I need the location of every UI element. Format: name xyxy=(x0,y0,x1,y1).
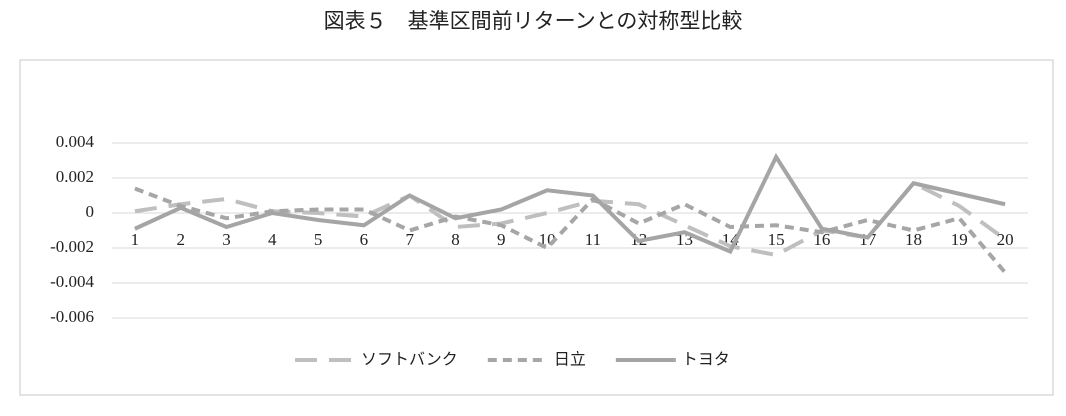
x-tick-label: 20 xyxy=(997,230,1014,249)
x-tick-label: 4 xyxy=(268,230,277,249)
y-tick-label: -0.006 xyxy=(50,307,94,326)
y-tick-label: 0.004 xyxy=(56,132,95,151)
x-tick-label: 11 xyxy=(585,230,601,249)
y-tick-label: 0.002 xyxy=(56,167,94,186)
legend-label: 日立 xyxy=(554,350,586,369)
series-line xyxy=(134,152,1006,255)
legend-label: ソフトバンク xyxy=(361,350,458,369)
y-tick-label: -0.004 xyxy=(50,272,94,291)
chart-title: 図表５ 基準区間前リターンとの対称型比較 xyxy=(324,9,743,33)
x-tick-label: 15 xyxy=(768,230,785,249)
series-line xyxy=(134,186,1007,274)
x-tick-label: 8 xyxy=(451,230,460,249)
x-tick-label: 19 xyxy=(951,230,968,249)
y-tick-label: -0.002 xyxy=(50,237,94,256)
chart-frame xyxy=(19,59,1054,396)
x-tick-label: 1 xyxy=(131,230,140,249)
x-tick-label: 7 xyxy=(405,230,414,249)
y-tick-label: 0 xyxy=(86,202,95,221)
x-tick-label: 9 xyxy=(497,230,506,249)
legend-label: トヨタ xyxy=(682,350,730,369)
x-tick-label: 6 xyxy=(360,230,369,249)
x-tick-label: 18 xyxy=(905,230,922,249)
x-tick-label: 3 xyxy=(222,230,231,249)
x-tick-label: 5 xyxy=(314,230,323,249)
x-tick-label: 2 xyxy=(176,230,185,249)
